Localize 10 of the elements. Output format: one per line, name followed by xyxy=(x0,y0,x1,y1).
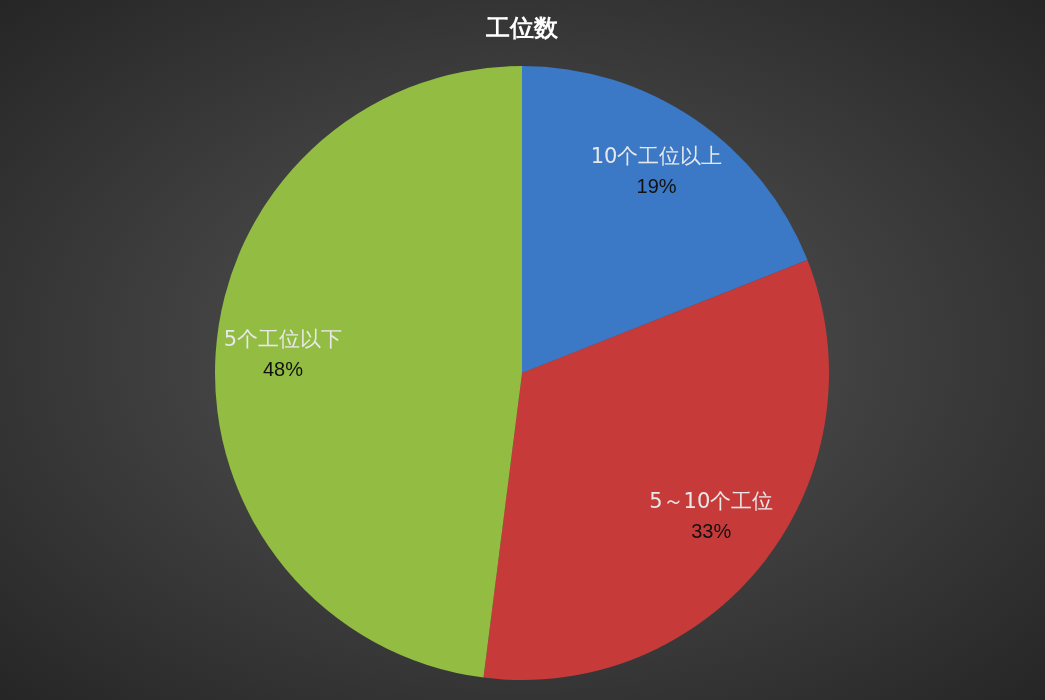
slice-label: 5个工位以下 xyxy=(223,326,343,351)
slice-label: 10个工位以上 xyxy=(590,143,723,168)
slice-label: 5～10个工位 xyxy=(649,488,774,513)
chart-title: 工位数 xyxy=(485,13,559,42)
data-label: 48% xyxy=(263,357,304,380)
data-label: 33% xyxy=(691,519,732,542)
pie-slice xyxy=(215,66,522,678)
pie-slice xyxy=(483,259,829,680)
pie-slice xyxy=(522,66,808,373)
data-label: 19% xyxy=(636,174,677,197)
